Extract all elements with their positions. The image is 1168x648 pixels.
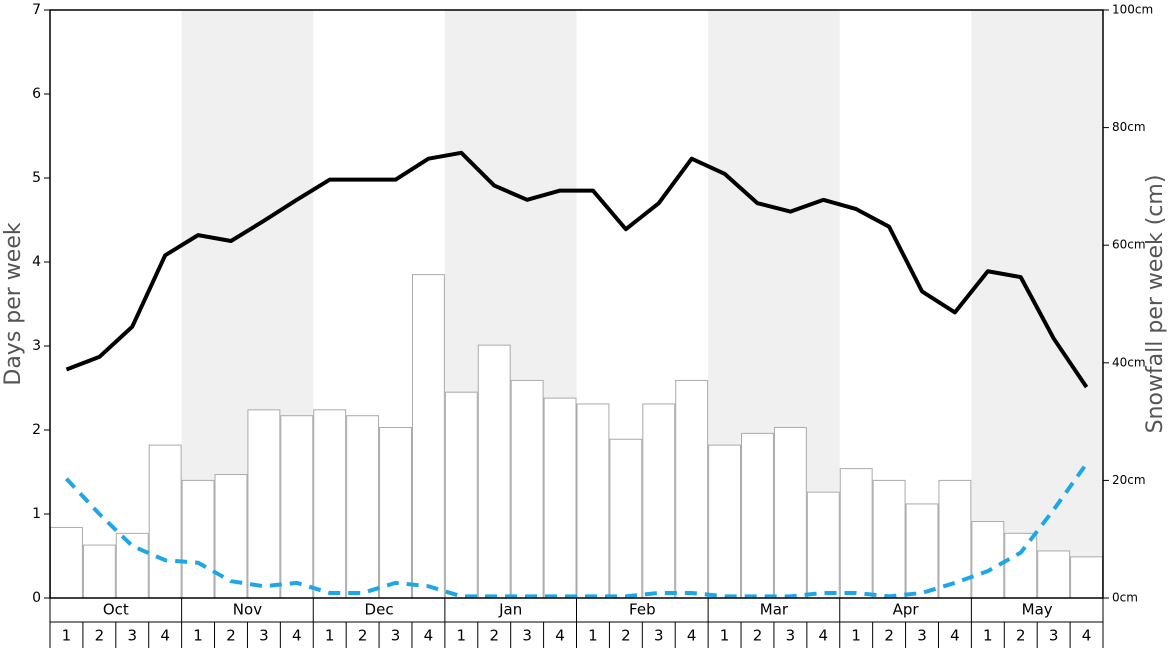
bar bbox=[905, 503, 939, 599]
y-tick-label: 6 bbox=[32, 86, 41, 102]
x-tick-label: 4 bbox=[292, 627, 302, 645]
bar bbox=[609, 438, 643, 599]
bar bbox=[741, 432, 774, 599]
y-tick-label: 0 bbox=[32, 590, 41, 606]
y-tick-label: 4 bbox=[32, 254, 41, 270]
bar bbox=[543, 397, 577, 599]
bar bbox=[675, 379, 709, 599]
y2-tick-label: 20cm bbox=[1112, 473, 1146, 487]
bar bbox=[148, 444, 182, 599]
y2-axis-label: Snowfall per week (cm) bbox=[1143, 175, 1168, 434]
bar bbox=[839, 468, 873, 599]
x-tick-label: 3 bbox=[654, 627, 664, 645]
month-label: Oct bbox=[103, 601, 129, 619]
x-tick-label: 2 bbox=[621, 627, 631, 645]
bar bbox=[773, 426, 807, 599]
bar bbox=[510, 379, 544, 599]
bar bbox=[708, 444, 742, 599]
y2-tick-label: 80cm bbox=[1112, 120, 1146, 134]
y-tick-label: 2 bbox=[32, 422, 41, 438]
x-tick-label: 3 bbox=[917, 627, 927, 645]
y2-tick-label: 40cm bbox=[1112, 355, 1146, 369]
bar bbox=[1004, 532, 1038, 599]
month-label: Dec bbox=[365, 601, 394, 619]
bar bbox=[115, 532, 149, 599]
month-label: Mar bbox=[760, 601, 789, 619]
x-tick-label: 1 bbox=[588, 627, 598, 645]
bar bbox=[247, 409, 281, 599]
bar bbox=[214, 474, 248, 599]
y-tick-label: 1 bbox=[32, 506, 41, 522]
x-tick-label: 4 bbox=[424, 627, 434, 645]
x-tick-label: 3 bbox=[127, 627, 137, 645]
bar bbox=[1037, 550, 1071, 599]
month-label: May bbox=[1022, 601, 1053, 619]
x-tick-label: 4 bbox=[1082, 627, 1092, 645]
bar bbox=[280, 415, 314, 599]
month-label: Apr bbox=[893, 601, 920, 619]
x-tick-label: 3 bbox=[786, 627, 796, 645]
x-tick-label: 2 bbox=[95, 627, 105, 645]
x-tick-label: 4 bbox=[555, 627, 565, 645]
x-tick-label: 4 bbox=[819, 627, 829, 645]
bar bbox=[872, 479, 906, 599]
x-tick-label: 4 bbox=[687, 627, 697, 645]
x-tick-label: 1 bbox=[325, 627, 335, 645]
x-tick-label: 2 bbox=[226, 627, 236, 645]
y2-tick-label: 0cm bbox=[1112, 591, 1138, 605]
bar bbox=[806, 491, 840, 599]
month-label: Jan bbox=[498, 601, 522, 619]
bar bbox=[1070, 556, 1103, 599]
y-tick-label: 7 bbox=[32, 2, 41, 18]
bar bbox=[379, 426, 412, 599]
bar bbox=[181, 479, 215, 599]
x-tick-label: 3 bbox=[391, 627, 401, 645]
x-tick-label: 2 bbox=[358, 627, 368, 645]
x-tick-label: 2 bbox=[753, 627, 763, 645]
y2-tick-label: 100cm bbox=[1112, 3, 1153, 17]
x-tick-label: 1 bbox=[193, 627, 203, 645]
bar bbox=[346, 415, 380, 599]
x-tick-label: 2 bbox=[489, 627, 499, 645]
bar bbox=[313, 409, 347, 599]
x-tick-label: 4 bbox=[160, 627, 170, 645]
x-tick-label: 3 bbox=[522, 627, 532, 645]
x-tick-label: 1 bbox=[720, 627, 730, 645]
dashed-line bbox=[64, 462, 1089, 599]
month-shading bbox=[181, 10, 1103, 598]
x-tick-label: 1 bbox=[457, 627, 467, 645]
y-tick-label: 3 bbox=[32, 338, 41, 354]
bar bbox=[642, 403, 676, 599]
bar bbox=[444, 391, 478, 599]
y2-tick-label: 60cm bbox=[1112, 238, 1146, 252]
bar bbox=[82, 544, 116, 599]
bar bbox=[576, 403, 610, 599]
y-tick-label: 5 bbox=[32, 170, 41, 186]
month-label: Feb bbox=[629, 601, 656, 619]
month-label: Nov bbox=[233, 601, 262, 619]
bar bbox=[50, 526, 83, 599]
x-tick-label: 3 bbox=[1049, 627, 1059, 645]
plot-frame bbox=[49, 9, 1104, 599]
y-axis-label: Days per week bbox=[1, 222, 26, 385]
x-tick-label: 3 bbox=[259, 627, 269, 645]
bar bbox=[477, 344, 511, 599]
bar bbox=[971, 521, 1005, 599]
x-tick-label: 1 bbox=[851, 627, 861, 645]
line bbox=[65, 150, 1089, 389]
x-tick-label: 1 bbox=[62, 627, 72, 645]
x-tick-label: 2 bbox=[884, 627, 894, 645]
bar bbox=[411, 274, 445, 599]
x-tick-label: 1 bbox=[983, 627, 993, 645]
x-tick-label: 4 bbox=[950, 627, 960, 645]
x-tick-label: 2 bbox=[1016, 627, 1026, 645]
